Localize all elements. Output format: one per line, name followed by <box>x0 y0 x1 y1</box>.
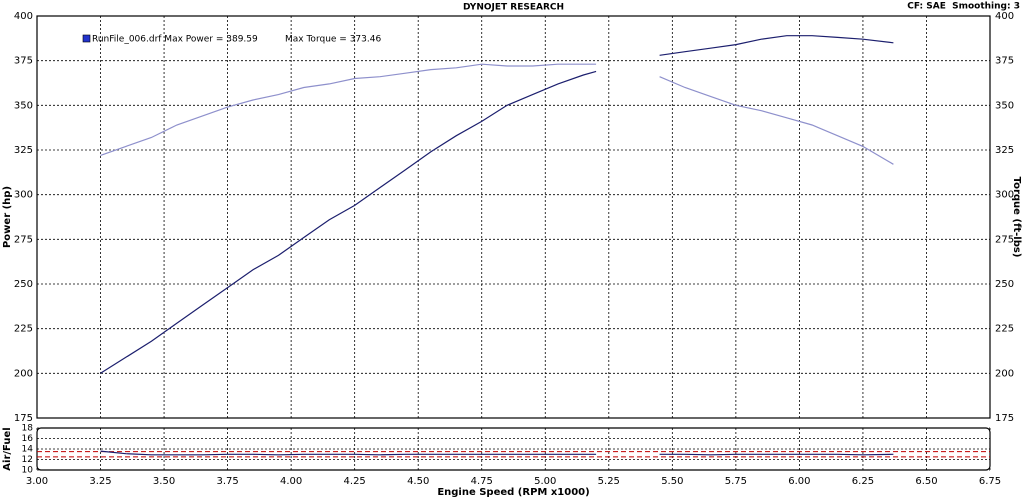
y-tick-label: 250 <box>14 279 33 290</box>
x-tick-label: 6.00 <box>788 476 810 487</box>
y-tick-label: 325 <box>14 145 33 156</box>
y-tick-label: 200 <box>14 368 33 379</box>
x-tick-label: 5.00 <box>534 476 556 487</box>
x-tick-label: 6.25 <box>852 476 874 487</box>
legend-text: Max Torque = 373.46 <box>285 35 381 45</box>
legend-icon <box>82 34 91 43</box>
y2-tick-label: 375 <box>995 56 1014 67</box>
y-tick-label: 12 <box>22 455 33 465</box>
y-tick-label: 400 <box>14 11 33 22</box>
x-tick-label: 4.50 <box>407 476 429 487</box>
x-tick-label: 3.50 <box>153 476 175 487</box>
x-tick-label: 3.25 <box>89 476 111 487</box>
x-tick-label: 5.75 <box>725 476 747 487</box>
x-tick-label: 4.75 <box>471 476 493 487</box>
y2-tick-label: 200 <box>995 368 1014 379</box>
y2-tick-label: 325 <box>995 145 1014 156</box>
x-tick-label: 4.25 <box>344 476 366 487</box>
y2-tick-label: 350 <box>995 100 1014 111</box>
y-tick-label: 14 <box>22 445 34 455</box>
series-line <box>100 450 894 456</box>
y-tick-label: 18 <box>22 424 34 434</box>
settings-note: CF: SAE Smoothing: 3 <box>907 2 1020 12</box>
y-tick-label: 300 <box>14 190 33 201</box>
y-tick-label: 175 <box>14 413 33 424</box>
y2-tick-label: 275 <box>995 234 1014 245</box>
series-line <box>100 35 894 374</box>
x-tick-label: 3.00 <box>26 476 48 487</box>
x-tick-label: 5.25 <box>598 476 620 487</box>
y-tick-label: 350 <box>14 100 33 111</box>
x-axis-label: Engine Speed (RPM x1000) <box>437 487 589 497</box>
y2-tick-label: 250 <box>995 279 1014 290</box>
y-tick-label: 375 <box>14 56 33 67</box>
x-tick-label: 6.50 <box>915 476 937 487</box>
y-tick-label: 16 <box>22 434 34 444</box>
y2-axis-label: Torque (ft-lbs) <box>1011 177 1022 258</box>
y-axis-label: Air/Fuel <box>2 427 13 470</box>
x-tick-label: 4.00 <box>280 476 302 487</box>
y2-tick-label: 175 <box>995 413 1014 424</box>
x-tick-label: 3.75 <box>216 476 238 487</box>
legend-text: RunFile_006.drf Max Power = 389.59 <box>92 35 258 45</box>
y-tick-label: 225 <box>14 324 33 335</box>
y-tick-label: 10 <box>22 466 34 476</box>
x-tick-label: 6.75 <box>979 476 1001 487</box>
series-line <box>100 63 894 165</box>
y-axis-label: Power (hp) <box>2 186 13 248</box>
y2-tick-label: 400 <box>995 11 1014 22</box>
chart-title: DYNOJET RESEARCH <box>463 3 564 13</box>
y2-tick-label: 225 <box>995 324 1014 335</box>
y-tick-label: 275 <box>14 234 33 245</box>
x-tick-label: 5.50 <box>661 476 683 487</box>
y2-tick-label: 300 <box>995 190 1014 201</box>
plot-frame <box>36 15 991 419</box>
